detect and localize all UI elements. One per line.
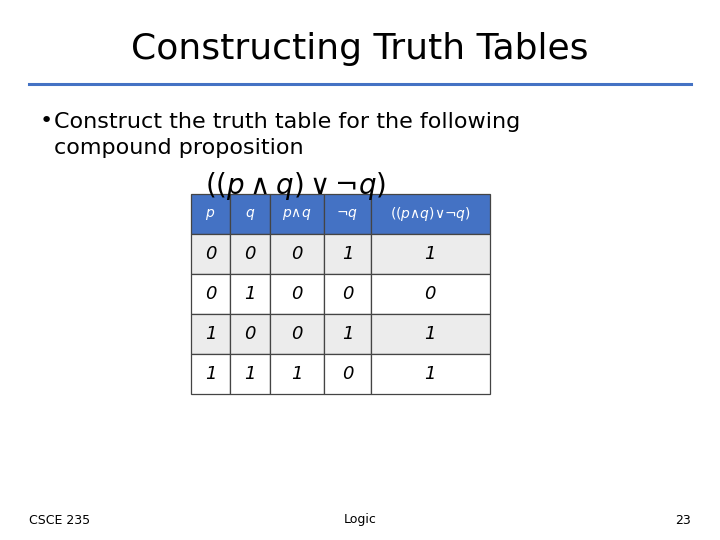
Text: $(( p \wedge q )\vee \neg q )$: $(( p \wedge q )\vee \neg q )$: [204, 170, 386, 202]
FancyBboxPatch shape: [324, 274, 371, 314]
Text: 0: 0: [292, 245, 302, 264]
FancyBboxPatch shape: [371, 234, 490, 274]
FancyBboxPatch shape: [191, 234, 230, 274]
Text: CSCE 235: CSCE 235: [29, 514, 90, 526]
FancyBboxPatch shape: [230, 354, 270, 394]
Text: 0: 0: [205, 285, 216, 303]
FancyBboxPatch shape: [270, 194, 324, 234]
Text: •: •: [40, 111, 53, 132]
Text: $q$: $q$: [245, 207, 256, 222]
Text: 1: 1: [292, 365, 302, 383]
Text: 1: 1: [425, 245, 436, 264]
Text: 23: 23: [675, 514, 691, 526]
Text: 1: 1: [425, 365, 436, 383]
Text: 1: 1: [205, 325, 216, 343]
FancyBboxPatch shape: [324, 234, 371, 274]
FancyBboxPatch shape: [324, 354, 371, 394]
Text: $\neg q$: $\neg q$: [336, 207, 359, 222]
Text: Constructing Truth Tables: Constructing Truth Tables: [131, 32, 589, 65]
Text: 0: 0: [425, 285, 436, 303]
Text: Logic: Logic: [343, 514, 377, 526]
FancyBboxPatch shape: [191, 194, 230, 234]
Text: $((p{\wedge}q){\vee}\neg q)$: $((p{\wedge}q){\vee}\neg q)$: [390, 205, 471, 224]
FancyBboxPatch shape: [230, 274, 270, 314]
FancyBboxPatch shape: [270, 234, 324, 274]
Text: 0: 0: [292, 285, 302, 303]
Text: 0: 0: [342, 365, 353, 383]
FancyBboxPatch shape: [371, 274, 490, 314]
FancyBboxPatch shape: [371, 194, 490, 234]
FancyBboxPatch shape: [230, 314, 270, 354]
FancyBboxPatch shape: [191, 274, 230, 314]
Text: 1: 1: [205, 365, 216, 383]
Text: $p{\wedge}q$: $p{\wedge}q$: [282, 206, 312, 222]
FancyBboxPatch shape: [371, 314, 490, 354]
FancyBboxPatch shape: [371, 354, 490, 394]
Text: compound proposition: compound proposition: [54, 138, 304, 159]
Text: 1: 1: [425, 325, 436, 343]
FancyBboxPatch shape: [230, 234, 270, 274]
Text: 1: 1: [342, 325, 353, 343]
Text: 0: 0: [245, 245, 256, 264]
Text: 1: 1: [342, 245, 353, 264]
FancyBboxPatch shape: [191, 314, 230, 354]
FancyBboxPatch shape: [230, 194, 270, 234]
Text: 1: 1: [245, 285, 256, 303]
Text: 0: 0: [245, 325, 256, 343]
FancyBboxPatch shape: [270, 274, 324, 314]
Text: 0: 0: [205, 245, 216, 264]
FancyBboxPatch shape: [324, 314, 371, 354]
FancyBboxPatch shape: [191, 354, 230, 394]
FancyBboxPatch shape: [324, 194, 371, 234]
FancyBboxPatch shape: [270, 314, 324, 354]
Text: 1: 1: [245, 365, 256, 383]
Text: $p$: $p$: [205, 207, 216, 222]
Text: Construct the truth table for the following: Construct the truth table for the follow…: [54, 111, 521, 132]
Text: 0: 0: [342, 285, 353, 303]
Text: 0: 0: [292, 325, 302, 343]
FancyBboxPatch shape: [270, 354, 324, 394]
